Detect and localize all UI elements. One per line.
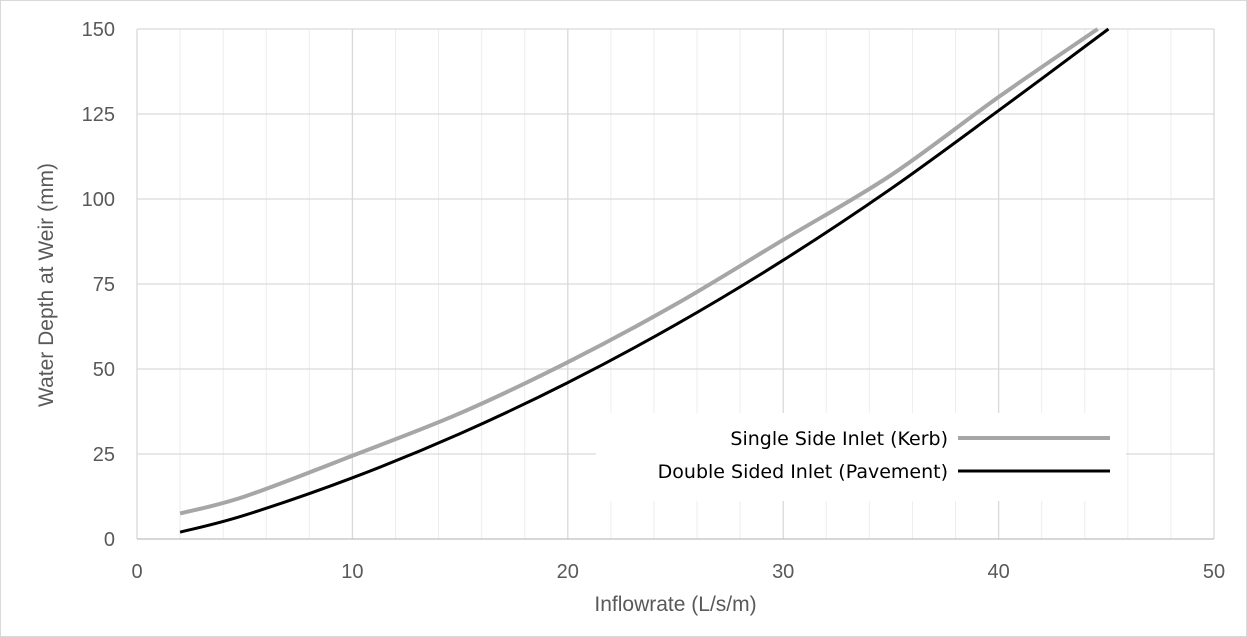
series-line-double-sided-inlet-pavement (179, 27, 1110, 534)
y-axis-title: Water Depth at Weir (mm) (35, 163, 58, 407)
x-tick-label: 0 (131, 561, 142, 583)
series-line-single-side-inlet-kerb (179, 27, 1099, 516)
y-tick-label: 50 (93, 359, 115, 381)
x-tick-label: 50 (1203, 561, 1225, 583)
legend: Single Side Inlet (Kerb) Double Sided Inl… (596, 413, 1126, 501)
y-tick-label: 0 (104, 529, 115, 551)
series-lines (179, 27, 1110, 534)
y-tick-label: 75 (93, 274, 115, 296)
x-tick-label: 40 (987, 561, 1009, 583)
y-tick-label: 100 (82, 189, 115, 211)
x-tick-label: 20 (557, 561, 579, 583)
x-tick-label: 10 (341, 561, 363, 583)
y-tick-label: 150 (82, 19, 115, 41)
legend-background (596, 413, 1126, 501)
legend-label-double-sided-inlet-pavement: Double Sided Inlet (Pavement) (658, 461, 948, 483)
y-tick-label: 125 (82, 104, 115, 126)
gridlines (136, 28, 1215, 539)
legend-label-single-side-inlet-kerb: Single Side Inlet (Kerb) (730, 428, 948, 450)
x-tick-label: 30 (772, 561, 794, 583)
y-tick-label: 25 (93, 444, 115, 466)
x-axis-title: Inflowrate (L/s/m) (594, 593, 756, 616)
tick-labels: 0 10 20 30 40 50 0 25 50 75 100 125 150 (82, 19, 1226, 583)
